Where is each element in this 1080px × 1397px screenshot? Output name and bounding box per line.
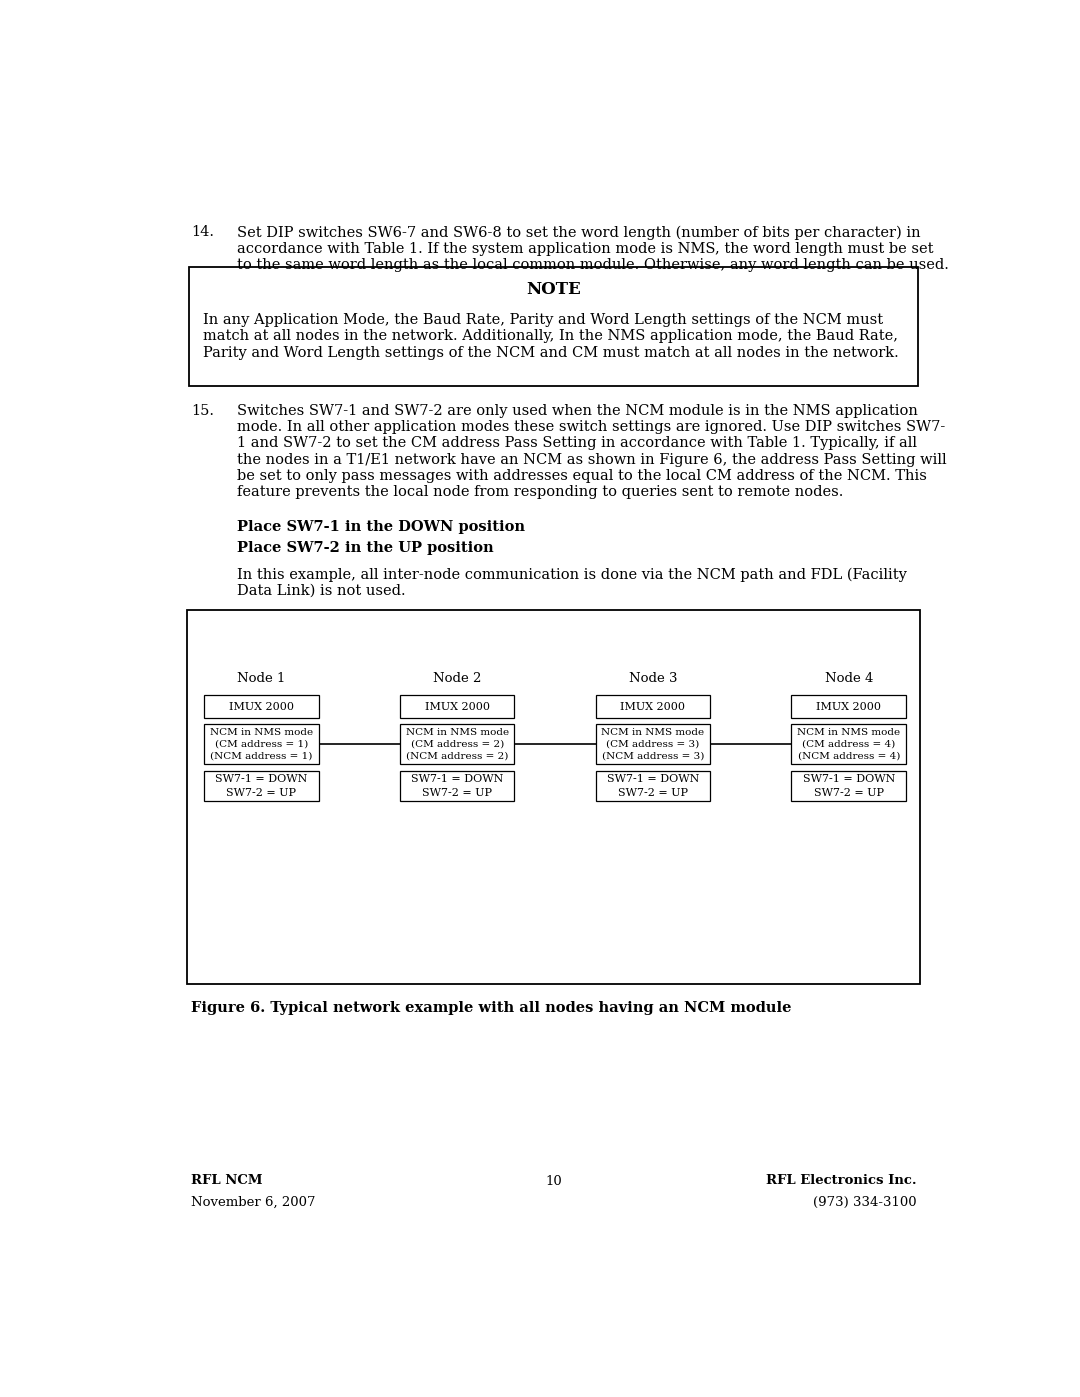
Text: SW7-1 = DOWN
SW7-2 = UP: SW7-1 = DOWN SW7-2 = UP — [411, 774, 503, 798]
Text: November 6, 2007: November 6, 2007 — [191, 1196, 315, 1208]
FancyBboxPatch shape — [400, 771, 514, 802]
FancyBboxPatch shape — [792, 696, 906, 718]
Text: Set DIP switches SW6-7 and SW6-8 to set the word length (number of bits per char: Set DIP switches SW6-7 and SW6-8 to set … — [238, 225, 949, 272]
Text: SW7-1 = DOWN
SW7-2 = UP: SW7-1 = DOWN SW7-2 = UP — [607, 774, 699, 798]
Text: RFL Electronics Inc.: RFL Electronics Inc. — [766, 1173, 916, 1187]
Text: (973) 334-3100: (973) 334-3100 — [812, 1196, 916, 1208]
Text: RFL NCM: RFL NCM — [191, 1173, 262, 1187]
Text: IMUX 2000: IMUX 2000 — [620, 701, 686, 711]
FancyBboxPatch shape — [204, 725, 319, 764]
Text: NOTE: NOTE — [526, 281, 581, 298]
FancyBboxPatch shape — [187, 610, 920, 983]
Text: NCM in NMS mode
(CM address = 4)
(NCM address = 4): NCM in NMS mode (CM address = 4) (NCM ad… — [797, 728, 901, 761]
Text: NCM in NMS mode
(CM address = 1)
(NCM address = 1): NCM in NMS mode (CM address = 1) (NCM ad… — [210, 728, 313, 761]
Text: Switches SW7-1 and SW7-2 are only used when the NCM module is in the NMS applica: Switches SW7-1 and SW7-2 are only used w… — [238, 404, 947, 499]
Text: Node 3: Node 3 — [629, 672, 677, 685]
Text: NCM in NMS mode
(CM address = 2)
(NCM address = 2): NCM in NMS mode (CM address = 2) (NCM ad… — [406, 728, 509, 761]
FancyBboxPatch shape — [400, 696, 514, 718]
FancyBboxPatch shape — [189, 267, 918, 387]
FancyBboxPatch shape — [595, 771, 711, 802]
FancyBboxPatch shape — [792, 725, 906, 764]
FancyBboxPatch shape — [204, 771, 319, 802]
FancyBboxPatch shape — [400, 725, 514, 764]
Text: 15.: 15. — [191, 404, 214, 418]
Text: IMUX 2000: IMUX 2000 — [229, 701, 294, 711]
Text: Node 1: Node 1 — [238, 672, 285, 685]
Text: SW7-1 = DOWN
SW7-2 = UP: SW7-1 = DOWN SW7-2 = UP — [215, 774, 308, 798]
Text: Node 2: Node 2 — [433, 672, 482, 685]
FancyBboxPatch shape — [792, 771, 906, 802]
Text: SW7-1 = DOWN
SW7-2 = UP: SW7-1 = DOWN SW7-2 = UP — [802, 774, 895, 798]
FancyBboxPatch shape — [595, 696, 711, 718]
Text: Place SW7-2 in the UP position: Place SW7-2 in the UP position — [238, 541, 494, 555]
FancyBboxPatch shape — [204, 696, 319, 718]
Text: 10: 10 — [545, 1175, 562, 1187]
Text: In this example, all inter-node communication is done via the NCM path and FDL (: In this example, all inter-node communic… — [238, 567, 907, 598]
Text: Figure 6. Typical network example with all nodes having an NCM module: Figure 6. Typical network example with a… — [191, 1000, 792, 1014]
Text: IMUX 2000: IMUX 2000 — [424, 701, 489, 711]
Text: 14.: 14. — [191, 225, 214, 239]
Text: Node 4: Node 4 — [825, 672, 873, 685]
Text: NCM in NMS mode
(CM address = 3)
(NCM address = 3): NCM in NMS mode (CM address = 3) (NCM ad… — [602, 728, 704, 761]
Text: Place SW7-1 in the DOWN position: Place SW7-1 in the DOWN position — [238, 520, 525, 534]
Text: In any Application Mode, the Baud Rate, Parity and Word Length settings of the N: In any Application Mode, the Baud Rate, … — [203, 313, 899, 359]
FancyBboxPatch shape — [595, 725, 711, 764]
Text: IMUX 2000: IMUX 2000 — [816, 701, 881, 711]
